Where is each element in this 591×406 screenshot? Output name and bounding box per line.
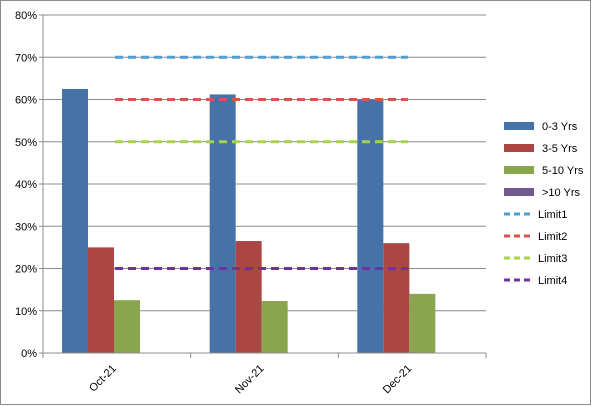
x-tick-label: Nov-21 bbox=[233, 363, 267, 397]
bar-5-10-yrs bbox=[409, 293, 436, 353]
bars-group bbox=[62, 88, 436, 354]
legend-swatch bbox=[504, 122, 534, 130]
y-tick-label: 60% bbox=[15, 95, 37, 107]
legend-swatch bbox=[504, 188, 534, 196]
bar-5-10-yrs bbox=[114, 300, 140, 353]
legend-swatch bbox=[504, 166, 534, 174]
y-tick-label: 40% bbox=[15, 179, 37, 191]
legend-label: 3-5 Yrs bbox=[542, 143, 578, 155]
y-tick-label: 0% bbox=[21, 348, 37, 360]
x-tick-label: Oct-21 bbox=[87, 363, 119, 395]
bar-5-10-yrs bbox=[261, 301, 288, 353]
legend-label: 5-10 Yrs bbox=[542, 165, 584, 177]
bar-0-3-yrs bbox=[209, 94, 236, 354]
y-tick-label: 50% bbox=[15, 137, 37, 149]
legend-label: Limit1 bbox=[538, 209, 567, 221]
y-tick-label: 10% bbox=[15, 306, 37, 318]
legend-swatch bbox=[504, 144, 534, 152]
limit-lines bbox=[115, 55, 408, 270]
y-tick-label: 20% bbox=[15, 264, 37, 276]
legend-label: Limit4 bbox=[538, 275, 567, 287]
y-tick-label: 70% bbox=[15, 52, 37, 64]
bar-3-5-yrs bbox=[88, 247, 114, 353]
legend-label: >10 Yrs bbox=[542, 187, 581, 199]
legend-label: 0-3 Yrs bbox=[542, 121, 578, 133]
bar-3-5-yrs bbox=[235, 241, 262, 353]
bar-0-3-yrs bbox=[357, 99, 384, 353]
bar-3-5-yrs bbox=[383, 243, 410, 353]
y-tick-label: 80% bbox=[15, 10, 37, 22]
legend-label: Limit3 bbox=[538, 253, 567, 265]
y-tick-label: 30% bbox=[15, 221, 37, 233]
bar-0-3-yrs bbox=[62, 88, 88, 353]
legend: 0-3 Yrs 3-5 Yrs 5-10 Yrs >10 Yrs Limit1 Limit… bbox=[504, 121, 584, 287]
legend-label: Limit2 bbox=[538, 231, 567, 243]
x-tick-label: Dec-21 bbox=[381, 363, 415, 397]
